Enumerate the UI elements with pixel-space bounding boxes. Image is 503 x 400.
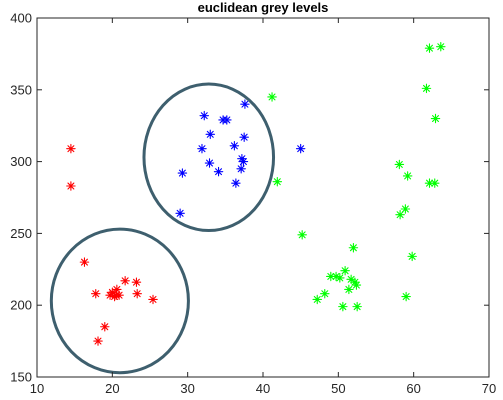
data-point-s2-14 <box>351 280 362 290</box>
data-point-s1-15 <box>240 99 250 109</box>
data-point-s2-27 <box>436 41 446 52</box>
y-tick-label: 400 <box>10 11 32 26</box>
data-point-s2-19 <box>401 291 411 302</box>
data-point-s2-8 <box>338 301 348 312</box>
data-point-s2-20 <box>402 171 413 181</box>
data-point-s2-0 <box>267 92 277 102</box>
data-point-s2-1 <box>272 176 283 187</box>
chart-title: euclidean grey levels <box>198 0 329 15</box>
data-point-s1-12 <box>237 153 247 164</box>
data-point-s2-7 <box>335 273 345 283</box>
data-point-s1-4 <box>204 158 215 168</box>
data-point-s0-13 <box>148 294 158 305</box>
axis-ticks: 10 20 30 40 50 60 70 150 200 250 300 350 400 <box>10 11 496 397</box>
cluster-circle-0 <box>49 227 190 375</box>
plot-marks <box>49 41 446 375</box>
data-point-s1-0 <box>175 208 185 219</box>
data-point-s0-14 <box>100 321 110 332</box>
data-point-s2-17 <box>395 209 405 220</box>
x-tick-label: 40 <box>256 381 270 396</box>
data-point-s0-5 <box>107 287 118 298</box>
cluster-circle-1 <box>142 82 276 233</box>
data-point-s2-21 <box>407 251 417 262</box>
x-tick-label: 60 <box>406 381 420 396</box>
data-point-s2-5 <box>326 271 336 282</box>
data-point-s2-12 <box>348 243 359 253</box>
x-tick-label: 10 <box>30 381 44 396</box>
data-point-s2-22 <box>421 83 432 94</box>
y-tick-label: 150 <box>10 370 32 385</box>
x-tick-label: 30 <box>180 381 194 396</box>
data-point-s2-15 <box>352 301 362 312</box>
x-tick-label: 70 <box>482 381 496 396</box>
data-point-s1-6 <box>213 166 224 177</box>
data-point-s0-8 <box>112 284 122 295</box>
data-point-s1-9 <box>229 141 240 151</box>
data-point-s0-15 <box>93 336 103 346</box>
x-tick-label: 50 <box>331 381 345 396</box>
y-tick-label: 350 <box>10 82 32 97</box>
data-point-s1-14 <box>238 156 249 167</box>
data-point-s2-16 <box>394 159 405 170</box>
data-point-s1-11 <box>236 164 246 174</box>
data-point-s2-10 <box>344 284 354 295</box>
data-point-s0-12 <box>132 288 142 299</box>
data-point-s1-5 <box>205 129 216 140</box>
y-tick-label: 250 <box>10 226 32 241</box>
data-point-s2-26 <box>430 113 441 124</box>
data-point-s0-10 <box>120 276 130 286</box>
data-point-s0-9 <box>114 290 124 300</box>
data-point-s0-3 <box>91 288 101 299</box>
data-point-s1-10 <box>231 178 241 188</box>
data-point-s1-13 <box>239 132 249 142</box>
data-point-s2-25 <box>430 178 440 188</box>
data-point-s0-1 <box>66 181 76 191</box>
data-point-s1-1 <box>177 168 188 178</box>
data-point-s1-3 <box>199 110 209 121</box>
data-point-s2-9 <box>340 265 350 276</box>
y-tick-label: 300 <box>10 154 32 169</box>
data-point-s0-2 <box>79 257 90 267</box>
data-point-s2-24 <box>424 178 435 188</box>
data-point-s0-11 <box>131 277 142 287</box>
y-tick-label: 200 <box>10 298 32 313</box>
data-point-s2-2 <box>297 230 307 240</box>
data-point-s2-6 <box>331 271 341 282</box>
data-point-s2-3 <box>312 294 322 305</box>
data-point-s2-23 <box>424 43 435 53</box>
x-tick-label: 20 <box>105 381 119 396</box>
data-point-s2-11 <box>346 274 356 285</box>
data-point-s0-0 <box>66 143 76 154</box>
data-point-s1-16 <box>295 143 306 154</box>
data-point-s2-18 <box>400 204 411 214</box>
data-point-s2-4 <box>320 288 330 299</box>
data-point-s2-13 <box>350 277 360 287</box>
data-point-s1-8 <box>222 115 232 125</box>
data-point-s1-2 <box>197 143 207 154</box>
